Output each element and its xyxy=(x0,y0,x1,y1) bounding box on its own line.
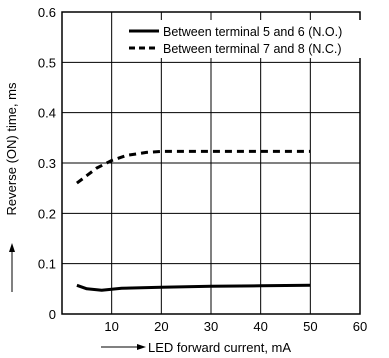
tick-labels: 10 20 30 40 50 60 0 0.1 0.2 0.3 0.4 0.5 0.6 xyxy=(38,5,367,334)
legend-label-series-1: Between terminal 5 and 6 (N.O.) xyxy=(163,25,342,39)
x-tick-label-30: 30 xyxy=(204,319,218,334)
plot-frame xyxy=(61,11,361,315)
series-layer xyxy=(75,149,311,292)
x-axis-arrow-head xyxy=(137,344,146,350)
y-tick-label-0.3: 0.3 xyxy=(38,156,56,171)
x-axis-label: LED forward current, mA xyxy=(148,340,291,355)
x-tick-label-20: 20 xyxy=(154,319,168,334)
series-line-2 xyxy=(75,149,311,185)
series-line-1 xyxy=(76,283,311,292)
y-tick-label-0.5: 0.5 xyxy=(38,55,56,70)
x-tick-label-10: 10 xyxy=(104,319,118,334)
legend: Between terminal 5 and 6 (N.O.) Between … xyxy=(126,20,389,58)
y-axis-arrow-head xyxy=(9,243,15,252)
y-tick-label-0.4: 0.4 xyxy=(38,106,56,121)
x-tick-label-40: 40 xyxy=(253,319,267,334)
y-tick-label-0.2: 0.2 xyxy=(38,206,56,221)
legend-label-series-2: Between terminal 7 and 8 (N.C.) xyxy=(163,42,342,56)
y-axis-label: Reverse (ON) time, ms xyxy=(4,82,19,215)
y-tick-label-0: 0 xyxy=(49,307,56,322)
legend-background xyxy=(126,20,389,58)
y-tick-label-0.6: 0.6 xyxy=(38,5,56,20)
y-tick-label-0.1: 0.1 xyxy=(38,257,56,272)
x-tick-label-60: 60 xyxy=(353,319,367,334)
x-tick-label-50: 50 xyxy=(303,319,317,334)
x-axis-label-group: LED forward current, mA xyxy=(101,340,291,355)
y-axis-label-group: Reverse (ON) time, ms xyxy=(4,82,19,292)
